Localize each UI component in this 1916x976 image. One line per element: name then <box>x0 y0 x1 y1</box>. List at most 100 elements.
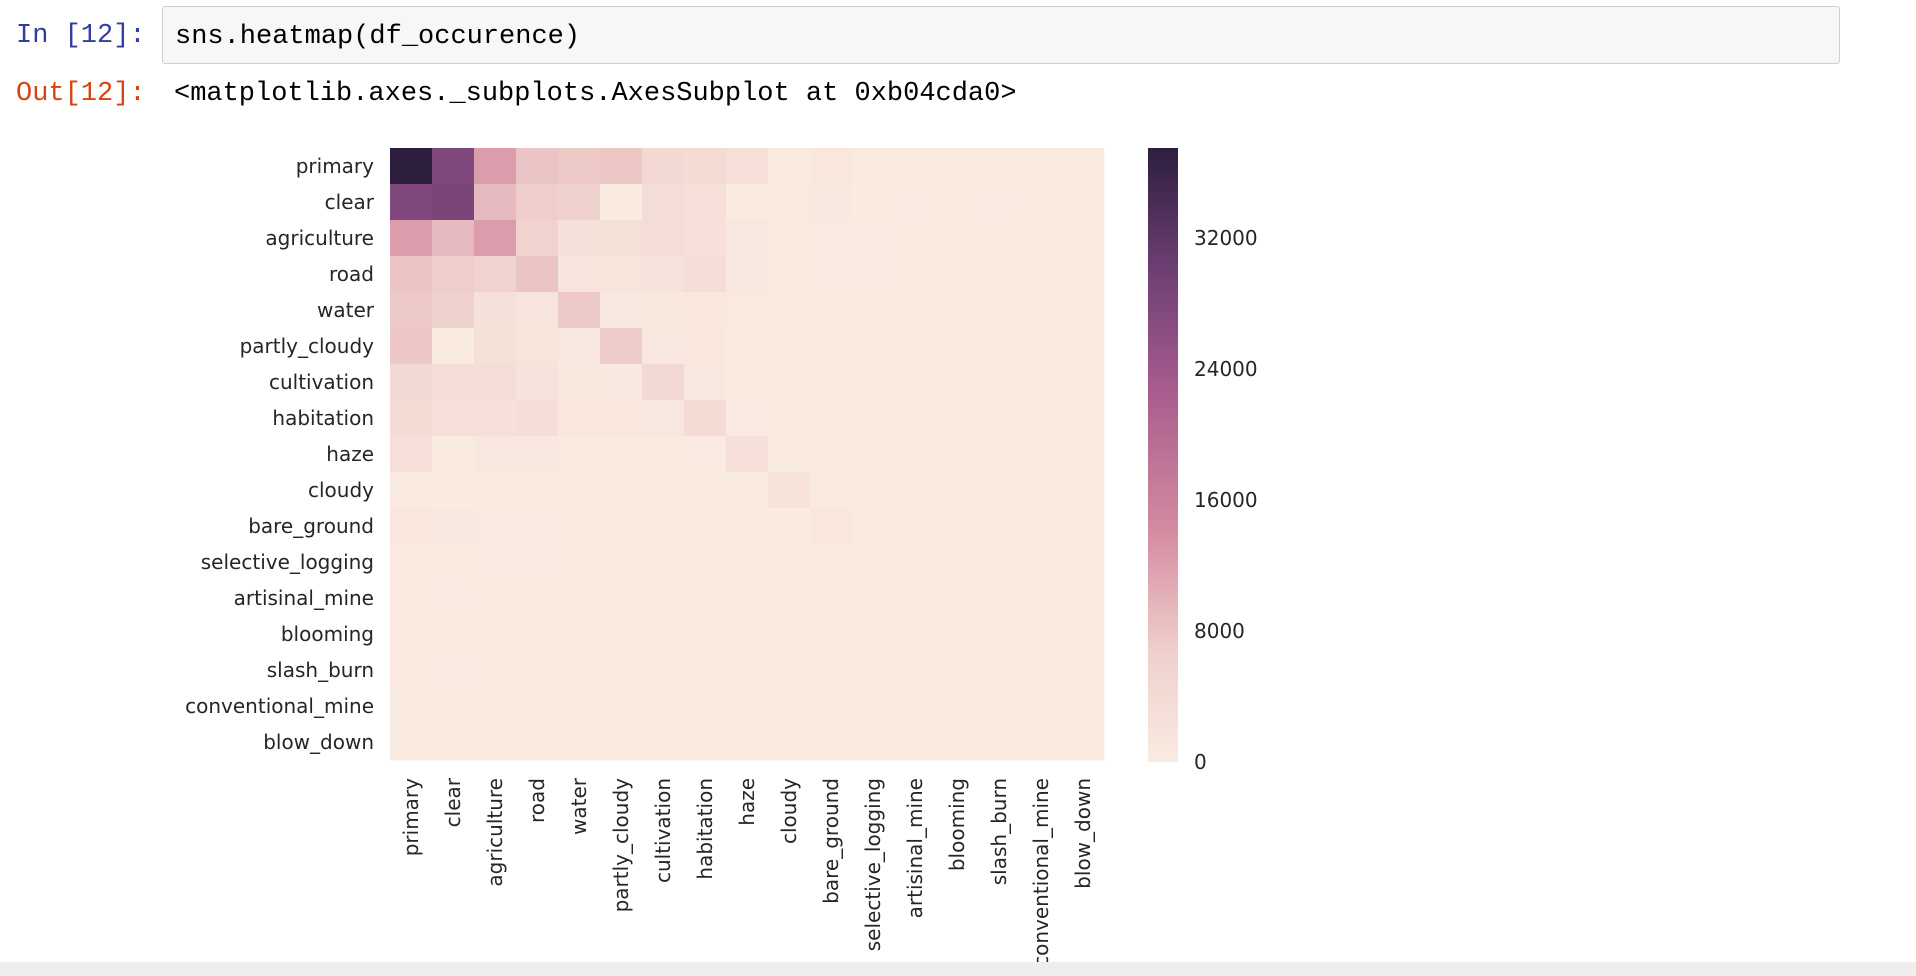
output-repr-text: <matplotlib.axes._subplots.AxesSubplot a… <box>174 79 1017 109</box>
heatmap-cell <box>432 328 475 365</box>
heatmap-cell <box>516 544 559 581</box>
heatmap-cell <box>432 436 475 473</box>
heatmap-cell <box>894 148 937 185</box>
code-input-cell[interactable]: sns.heatmap(df_occurence) <box>162 6 1840 64</box>
heatmap-cell <box>852 688 895 725</box>
heatmap-cell <box>768 292 811 329</box>
heatmap-cell <box>810 184 853 221</box>
heatmap-cell <box>474 688 517 725</box>
heatmap-cell <box>768 184 811 221</box>
heatmap-cell <box>978 436 1021 473</box>
heatmap-cell <box>684 688 727 725</box>
heatmap-cell <box>810 292 853 329</box>
heatmap-cell <box>810 580 853 617</box>
heatmap-cell <box>894 220 937 257</box>
heatmap-cell <box>1020 580 1063 617</box>
heatmap-cell <box>978 616 1021 653</box>
heatmap-cell <box>390 616 433 653</box>
y-tick-label: habitation <box>272 406 374 430</box>
heatmap-cell <box>684 256 727 293</box>
x-tick-label: cloudy <box>777 778 801 844</box>
x-tick-label: blooming <box>945 778 969 871</box>
heatmap-cell <box>390 364 433 401</box>
heatmap-cell <box>1020 184 1063 221</box>
x-tick-label: partly_cloudy <box>609 778 633 913</box>
heatmap-cell <box>1062 148 1105 185</box>
heatmap-cell <box>600 580 643 617</box>
heatmap-cell <box>936 508 979 545</box>
heatmap-cell <box>936 544 979 581</box>
heatmap-cell <box>936 328 979 365</box>
colorbar-tick-label: 0 <box>1194 750 1207 774</box>
y-tick-label: clear <box>325 190 375 214</box>
heatmap-cell <box>390 508 433 545</box>
heatmap-cell <box>768 616 811 653</box>
heatmap-cell <box>642 148 685 185</box>
y-tick-label: road <box>329 262 374 286</box>
heatmap-cell <box>726 652 769 689</box>
heatmap-cell <box>978 256 1021 293</box>
heatmap-cell <box>1062 256 1105 293</box>
heatmap-cell <box>810 472 853 509</box>
heatmap-cell <box>432 580 475 617</box>
heatmap-cell <box>600 688 643 725</box>
heatmap-cell <box>936 400 979 437</box>
heatmap-cell <box>558 256 601 293</box>
heatmap-cell <box>558 616 601 653</box>
heatmap-cell <box>1020 148 1063 185</box>
heatmap-cell <box>642 652 685 689</box>
heatmap-cell <box>768 472 811 509</box>
heatmap-cell <box>1062 472 1105 509</box>
heatmap-cell <box>978 544 1021 581</box>
heatmap-cell <box>894 400 937 437</box>
heatmap-cell <box>558 652 601 689</box>
heatmap-cell <box>516 328 559 365</box>
heatmap-cell <box>726 508 769 545</box>
heatmap-cell <box>768 724 811 761</box>
heatmap-cell <box>390 328 433 365</box>
heatmap-cell <box>1062 436 1105 473</box>
heatmap-cell <box>1062 364 1105 401</box>
heatmap-cell <box>978 400 1021 437</box>
heatmap-cell <box>936 652 979 689</box>
heatmap-cell <box>768 328 811 365</box>
heatmap-cell <box>432 184 475 221</box>
colorbar-tick-label: 8000 <box>1194 619 1245 643</box>
horizontal-scrollbar[interactable] <box>0 962 1916 976</box>
heatmap-cell <box>558 364 601 401</box>
heatmap-cell <box>600 256 643 293</box>
heatmap-cell <box>978 688 1021 725</box>
x-tick-label: blow_down <box>1071 778 1095 889</box>
heatmap-cell <box>852 580 895 617</box>
heatmap-chart: primary clear agriculture road water partly_c… <box>185 148 1258 967</box>
heatmap-cell <box>642 400 685 437</box>
x-tick-label: artisinal_mine <box>903 778 927 918</box>
heatmap-cell <box>684 544 727 581</box>
heatmap-cell <box>810 220 853 257</box>
heatmap-cell <box>516 364 559 401</box>
heatmap-cell <box>432 724 475 761</box>
heatmap-cell <box>474 436 517 473</box>
heatmap-cell <box>852 400 895 437</box>
y-tick-label: cultivation <box>269 370 374 394</box>
heatmap-cell <box>810 400 853 437</box>
heatmap-cell <box>768 688 811 725</box>
heatmap-cell <box>768 364 811 401</box>
heatmap-cell <box>516 652 559 689</box>
heatmap-cell <box>684 184 727 221</box>
heatmap-cell <box>1020 652 1063 689</box>
heatmap-cell <box>768 544 811 581</box>
heatmap-cell <box>642 436 685 473</box>
heatmap-cell <box>1062 220 1105 257</box>
heatmap-cell <box>978 364 1021 401</box>
heatmap-cell <box>852 472 895 509</box>
heatmap-cell <box>684 148 727 185</box>
heatmap-cell <box>474 364 517 401</box>
heatmap-cell <box>390 220 433 257</box>
heatmap-cell <box>810 256 853 293</box>
heatmap-cell <box>684 580 727 617</box>
heatmap-cell <box>726 688 769 725</box>
heatmap-cell <box>768 652 811 689</box>
heatmap-cell <box>936 436 979 473</box>
colorbar <box>1148 148 1178 762</box>
